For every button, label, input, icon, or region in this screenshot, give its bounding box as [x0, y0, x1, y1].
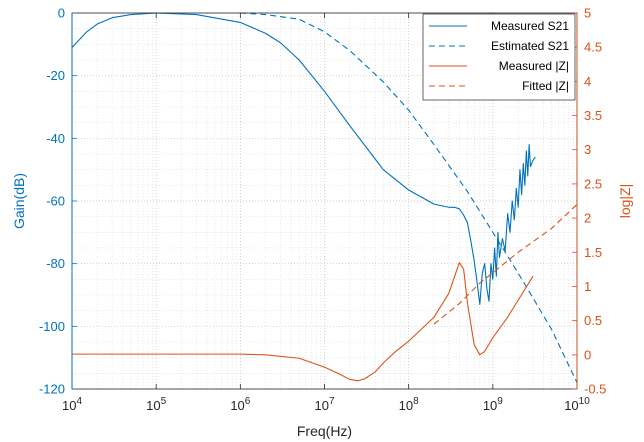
y-left-tick-label: -120 [39, 382, 65, 397]
x-tick-exponent: 9 [497, 396, 503, 407]
y-right-tick-label: 3 [584, 142, 591, 157]
x-tick-label: 109 [483, 396, 503, 413]
series-line-fitted-z [433, 204, 578, 325]
x-tick-exponent: 10 [579, 396, 591, 407]
ticks: 104 105 106 107 108 109 10100-20-40-60-80-100-… [39, 6, 606, 414]
y-left-tick-label: -80 [46, 256, 65, 271]
x-tick-base: 10 [62, 398, 76, 413]
y-right-tick-label: 3.5 [584, 108, 602, 123]
x-tick-exponent: 4 [76, 396, 82, 407]
series-layer [71, 12, 578, 383]
y-left-tick-label: -60 [46, 194, 65, 209]
x-axis-label: Freq(Hz) [297, 423, 352, 439]
legend-label: Measured |Z| [499, 59, 569, 73]
legend-box [422, 13, 576, 101]
y-right-tick-label: -0.5 [584, 382, 606, 397]
y-left-tick-label: -20 [46, 68, 65, 83]
x-tick-base: 10 [564, 398, 578, 413]
y-right-tick-label: 1 [584, 279, 591, 294]
y-right-tick-label: 1.5 [584, 245, 602, 260]
series-line-estimated-s21 [240, 12, 578, 383]
x-tick-label: 108 [399, 396, 419, 413]
y-axis-right-label: log|Z| [617, 184, 633, 219]
x-tick-label: 107 [314, 396, 334, 413]
y-right-tick-label: 0 [584, 347, 591, 362]
x-tick-base: 10 [230, 398, 244, 413]
x-tick-exponent: 8 [413, 396, 419, 407]
y-right-tick-label: 0.5 [584, 313, 602, 328]
y-right-tick-label: 2 [584, 211, 591, 226]
x-tick-base: 10 [146, 398, 160, 413]
x-tick-base: 10 [483, 398, 497, 413]
series-line-measured-z [72, 261, 534, 382]
y-left-tick-label: 0 [58, 6, 65, 21]
x-tick-exponent: 6 [245, 396, 251, 407]
y-axis-left-label: Gain(dB) [11, 173, 27, 229]
y-right-tick-label: 2.5 [584, 176, 602, 191]
x-tick-base: 10 [399, 398, 413, 413]
x-tick-base: 10 [314, 398, 328, 413]
x-tick-label: 104 [62, 396, 82, 413]
series-line-measured-s21 [71, 12, 536, 305]
y-left-tick-label: -40 [46, 131, 65, 146]
y-left-tick-label: -100 [39, 319, 65, 334]
legend: Measured S21 Estimated S21 Measured |Z| Fit… [422, 13, 576, 101]
legend-label: Measured S21 [491, 19, 569, 33]
legend-label: Fitted |Z| [522, 79, 569, 93]
y-right-tick-label: 4.5 [584, 40, 602, 55]
x-tick-exponent: 5 [161, 396, 167, 407]
x-tick-label: 1010 [564, 396, 590, 413]
x-tick-label: 105 [146, 396, 166, 413]
y-right-tick-label: 4 [584, 74, 591, 89]
y-right-tick-label: 5 [584, 6, 591, 21]
legend-label: Estimated S21 [491, 39, 569, 53]
x-tick-label: 106 [230, 396, 250, 413]
x-tick-exponent: 7 [329, 396, 335, 407]
